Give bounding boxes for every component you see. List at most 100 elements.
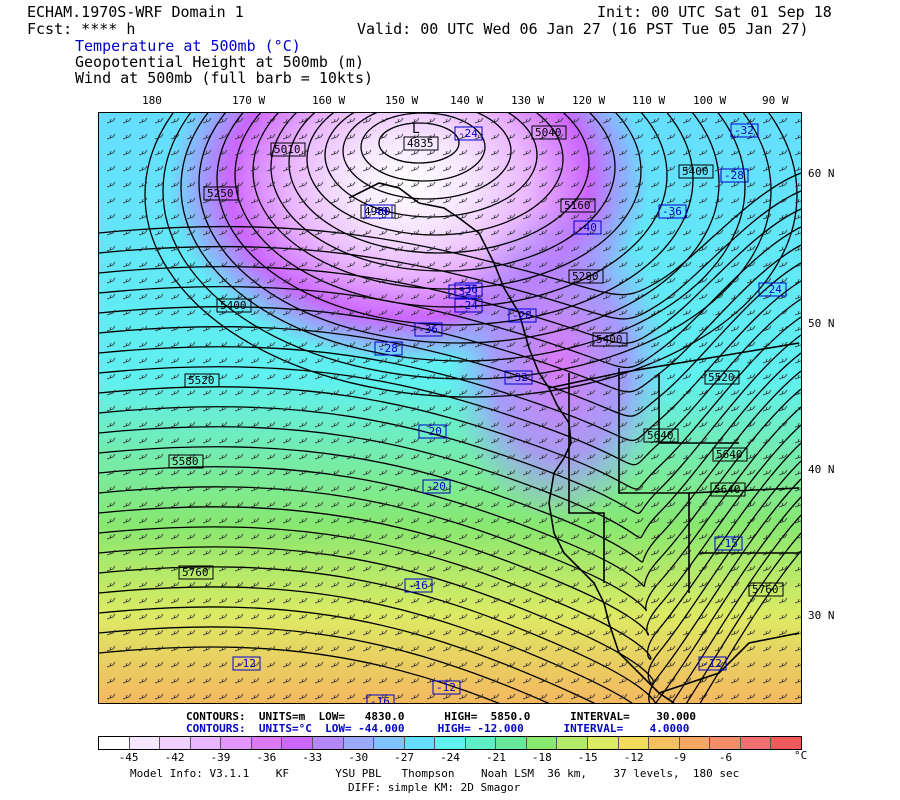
wind-barb [314, 501, 324, 508]
wind-barb [106, 165, 116, 172]
wind-barb [522, 357, 532, 364]
wind-barb [154, 453, 164, 460]
wind-barb [650, 149, 660, 156]
wind-barb [730, 565, 740, 572]
wind-barb [506, 165, 516, 172]
valid-time: Valid: 00 UTC Wed 06 Jan 27 (16 PST Tue … [357, 20, 809, 38]
wind-barb [506, 437, 516, 444]
wind-barb [266, 597, 276, 604]
wind-barb [746, 309, 756, 316]
wind-barb [442, 133, 452, 140]
wind-barb [554, 165, 564, 172]
wind-barb [778, 245, 788, 252]
wind-barb [698, 613, 708, 620]
wind-barb [186, 229, 196, 236]
lon-label: 140 W [450, 94, 484, 107]
wind-barb [538, 453, 548, 460]
wind-barb [330, 437, 340, 444]
wind-barb [730, 357, 740, 364]
wind-barb [202, 629, 212, 636]
wind-barb [698, 469, 708, 476]
wind-barb [730, 245, 740, 252]
wind-barb [730, 197, 740, 204]
lon-label: 120 W [572, 94, 606, 107]
wind-barb [378, 581, 388, 588]
wind-barb [506, 469, 516, 476]
wind-barb [538, 501, 548, 508]
wind-barb [410, 165, 420, 172]
wind-barb [618, 501, 628, 508]
wind-barb [634, 373, 644, 380]
wind-barb [666, 277, 676, 284]
wind-barb [362, 133, 372, 140]
wind-barb [714, 213, 724, 220]
wind-barb [698, 229, 708, 236]
wind-barb [170, 133, 180, 140]
colorbar-swatch [221, 737, 252, 749]
wind-barb [250, 421, 260, 428]
wind-barb [490, 405, 500, 412]
wind-barb [762, 693, 772, 700]
wind-barb [106, 245, 116, 252]
height-label: 5010 [274, 143, 301, 156]
wind-barb [202, 181, 212, 188]
wind-barb [522, 677, 532, 684]
wind-barb [634, 533, 644, 540]
wind-barb [122, 565, 132, 572]
wind-barb [554, 453, 564, 460]
wind-barb [218, 245, 228, 252]
wind-barb [458, 469, 468, 476]
wind-barb [714, 453, 724, 460]
wind-barb [218, 133, 228, 140]
wind-barb [602, 261, 612, 268]
wind-barb [282, 565, 292, 572]
wind-barb [426, 645, 436, 652]
wind-barb [634, 517, 644, 524]
wind-barb [762, 357, 772, 364]
wind-barb [330, 501, 340, 508]
wind-barb [138, 117, 148, 124]
wind-barb [570, 469, 580, 476]
wind-barb [554, 581, 564, 588]
wind-barb [298, 485, 308, 492]
wind-barb [778, 517, 788, 524]
wind-barb [186, 373, 196, 380]
wind-barb [250, 197, 260, 204]
wind-barb [458, 357, 468, 364]
wind-barb [362, 581, 372, 588]
wind-barb [570, 133, 580, 140]
wind-barb [234, 133, 244, 140]
wind-barb [218, 373, 228, 380]
wind-barb [218, 597, 228, 604]
wind-barb [698, 293, 708, 300]
wind-barb [490, 149, 500, 156]
wind-barb [394, 277, 404, 284]
wind-barb [314, 309, 324, 316]
wind-barb [314, 581, 324, 588]
wind-barb [234, 613, 244, 620]
wind-barb [314, 549, 324, 556]
wind-barb [634, 645, 644, 652]
wind-barb [282, 149, 292, 156]
wind-barb [650, 629, 660, 636]
wind-barb [490, 485, 500, 492]
wind-barb [362, 517, 372, 524]
wind-barb [202, 469, 212, 476]
wind-barb [298, 613, 308, 620]
wind-barb [362, 629, 372, 636]
wind-barb [378, 613, 388, 620]
wind-barb [762, 117, 772, 124]
wind-barb [762, 309, 772, 316]
wind-barb [218, 613, 228, 620]
wind-barb [682, 197, 692, 204]
wind-barb [506, 373, 516, 380]
wind-barb [330, 453, 340, 460]
wind-barb [410, 357, 420, 364]
wind-barb [714, 661, 724, 668]
wind-barb [138, 245, 148, 252]
wind-barb [458, 581, 468, 588]
wind-barb [730, 469, 740, 476]
wind-barb [442, 245, 452, 252]
wind-barb [394, 133, 404, 140]
wind-barb [154, 277, 164, 284]
